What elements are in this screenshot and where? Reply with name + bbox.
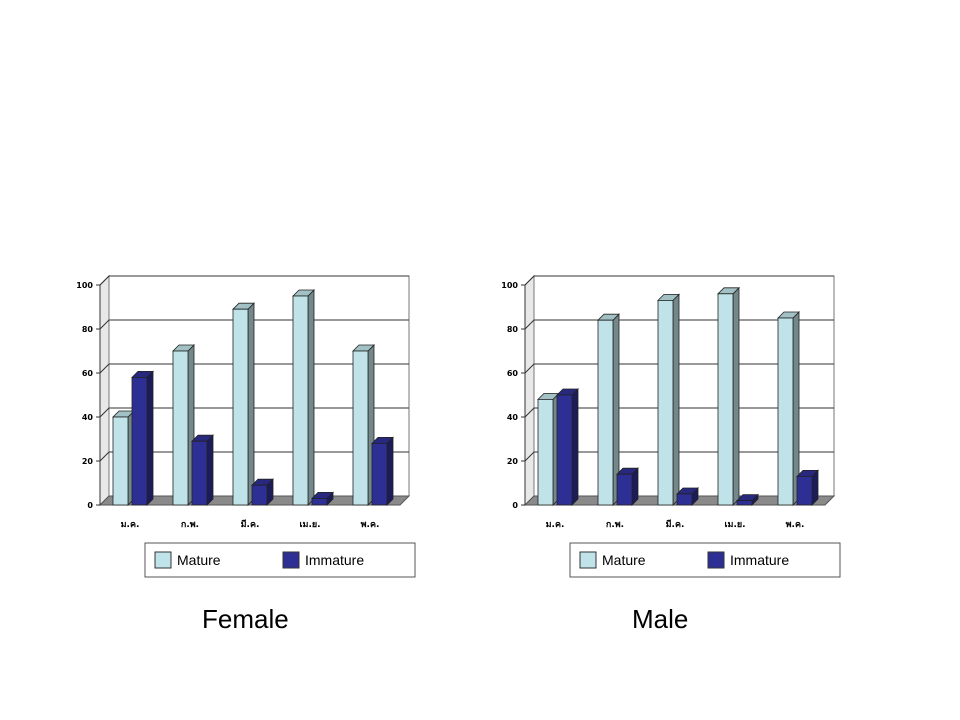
y-tick-label: 100 <box>501 281 518 290</box>
bar-mature-5 <box>352 344 375 506</box>
bar-immature-4 <box>311 491 334 506</box>
bar-immature-1 <box>556 388 579 506</box>
legend-label-immature: Immature <box>305 552 364 568</box>
x-tick-label: ม.ค. <box>121 520 140 530</box>
y-tick-label: 100 <box>76 281 93 290</box>
male-chart: 0 20 40 60 80 100 ม.ค. ก.พ. มี.ค. เม.ย. พ.ค. Mature… <box>470 265 870 595</box>
bar-mature-4 <box>292 289 315 506</box>
male-svg: 0 20 40 60 80 100 ม.ค. ก.พ. มี.ค. เม.ย. พ.ค. Mature… <box>501 274 841 578</box>
male-legend: Mature Immature <box>569 542 841 578</box>
x-tick-label: มี.ค. <box>241 519 260 530</box>
legend-swatch-immature <box>282 551 300 569</box>
x-tick-label: พ.ค. <box>361 520 380 530</box>
x-tick-label: มี.ค. <box>666 519 685 530</box>
plot-side-wall <box>99 274 110 507</box>
bar-immature-3 <box>251 478 274 506</box>
gridline <box>99 275 409 286</box>
y-tick-label: 40 <box>82 413 94 422</box>
bar-immature-1 <box>131 370 154 506</box>
y-tick-label: 40 <box>507 413 519 422</box>
legend-label-mature: Mature <box>177 552 221 568</box>
bar-mature-5 <box>777 311 800 506</box>
female-chart: 0 20 40 60 80 100 ม.ค. ก.พ. มี.ค. เม.ย. พ.ค. Mature… <box>45 265 445 595</box>
y-tick-label: 0 <box>512 501 518 510</box>
y-tick-label: 80 <box>82 325 94 334</box>
y-tick-label: 0 <box>87 501 93 510</box>
legend-label-mature: Mature <box>602 552 646 568</box>
bar-mature-3 <box>232 302 255 506</box>
gridline <box>524 275 834 286</box>
y-tick-label: 20 <box>82 457 94 466</box>
x-tick-label: ก.พ. <box>606 520 624 530</box>
bar-mature-3 <box>657 293 680 506</box>
y-tick-label: 80 <box>507 325 519 334</box>
x-tick-label: พ.ค. <box>786 520 805 530</box>
female-chart-label: Female <box>202 604 289 634</box>
bar-mature-2 <box>597 313 620 506</box>
bar-mature-2 <box>172 344 195 506</box>
x-tick-label: เม.ย. <box>724 520 745 530</box>
bar-immature-2 <box>616 467 639 506</box>
bar-mature-1 <box>537 392 560 506</box>
male-chart-label: Male <box>632 604 689 634</box>
female-legend: Mature Immature <box>144 542 416 578</box>
bar-immature-5 <box>796 469 819 506</box>
x-tick-label: เม.ย. <box>299 520 320 530</box>
y-tick-label: 60 <box>507 369 519 378</box>
legend-swatch-immature <box>707 551 725 569</box>
bar-immature-4 <box>736 493 759 506</box>
plot-side-wall <box>524 274 535 507</box>
legend-label-immature: Immature <box>730 552 789 568</box>
x-tick-label: ก.พ. <box>181 520 199 530</box>
legend-swatch-mature <box>154 551 172 569</box>
female-svg: 0 20 40 60 80 100 ม.ค. ก.พ. มี.ค. เม.ย. พ.ค. Mature… <box>76 274 416 578</box>
y-tick-label: 60 <box>82 369 94 378</box>
bar-mature-1 <box>112 410 135 506</box>
x-tick-label: ม.ค. <box>546 520 565 530</box>
bar-immature-5 <box>371 436 394 506</box>
bar-immature-2 <box>191 434 214 506</box>
bar-immature-3 <box>676 487 699 506</box>
bar-mature-4 <box>717 286 740 506</box>
y-tick-label: 20 <box>507 457 519 466</box>
legend-swatch-mature <box>579 551 597 569</box>
